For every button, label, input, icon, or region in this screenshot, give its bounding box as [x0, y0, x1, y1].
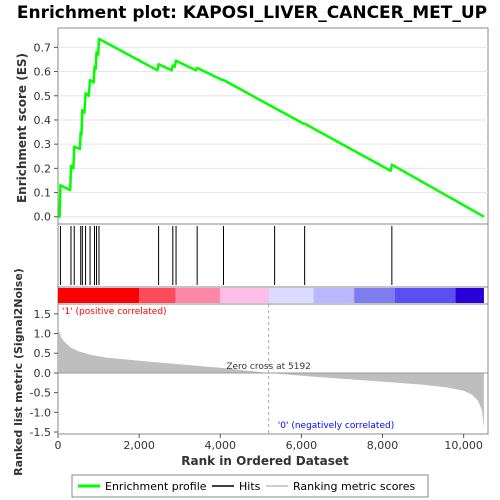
- x-tick-label: 6,000: [286, 439, 318, 452]
- color-bar-segment: [268, 288, 314, 303]
- color-bar-segment: [220, 288, 269, 303]
- metric-y-tick-label: 1.0: [34, 328, 52, 341]
- color-bar-segment: [175, 288, 221, 303]
- legend-label: Ranking metric scores: [293, 480, 415, 493]
- es-y-tick-label: 0.0: [34, 211, 52, 224]
- x-axis-label: Rank in Ordered Dataset: [181, 454, 349, 468]
- ranking-metric-area: [58, 325, 484, 429]
- hits-panel-frame: [57, 223, 489, 288]
- legend: Enrichment profile Hits Ranking metric sco…: [78, 480, 415, 493]
- es-y-tick-label: 0.4: [34, 114, 52, 127]
- metric-y-tick-label: -1.0: [30, 406, 51, 419]
- color-bar-segment: [58, 288, 140, 303]
- color-bar-segment: [313, 288, 355, 303]
- metric-y-axis-label: Ranked list metric (Signal2Noise): [12, 268, 25, 476]
- color-bar-segment: [354, 288, 395, 303]
- positive-correlation-label: '1' (positive correlated): [62, 307, 167, 317]
- es-gridlines: [58, 46, 488, 218]
- es-y-tick-label: 0.3: [34, 138, 52, 151]
- color-bar-segment: [394, 288, 456, 303]
- es-y-tick-label: 0.1: [34, 187, 52, 200]
- x-tick-label: 2,000: [123, 439, 155, 452]
- ranked-color-bar: [58, 288, 484, 303]
- es-y-tick-label: 0.5: [34, 90, 52, 103]
- enrichment-profile-line: [58, 37, 485, 218]
- metric-y-tick-label: 1.5: [34, 308, 52, 321]
- metric-y-tick-label: 0.5: [34, 347, 52, 360]
- zero-cross-label: Zero cross at 5192: [226, 362, 311, 372]
- color-bar-segment: [455, 288, 484, 303]
- x-axis: 0 2,000 4,000 6,000 8,000 10,000: [55, 434, 483, 452]
- chart-title: Enrichment plot: KAPOSI_LIVER_CANCER_MET…: [17, 3, 487, 23]
- hits-markers: [59, 226, 393, 285]
- x-tick-label: 0: [55, 439, 62, 452]
- es-y-axis-label: Enrichment score (ES): [15, 53, 29, 203]
- metric-y-tick-label: 0.0: [34, 367, 52, 380]
- x-tick-label: 10,000: [444, 439, 483, 452]
- color-bar-segment: [139, 288, 176, 303]
- negative-correlation-label: '0' (negatively correlated): [278, 421, 394, 431]
- es-panel-frame: [57, 27, 489, 225]
- x-tick-label: 8,000: [367, 439, 399, 452]
- es-y-tick-label: 0.2: [34, 162, 52, 175]
- es-y-tick-label: 0.6: [34, 66, 52, 79]
- x-tick-label: 4,000: [205, 439, 237, 452]
- legend-label: Enrichment profile: [105, 480, 207, 493]
- metric-y-tick-label: -0.5: [30, 387, 51, 400]
- legend-box: [71, 474, 429, 498]
- legend-label: Hits: [239, 480, 261, 493]
- metric-y-tick-label: -1.5: [30, 426, 51, 439]
- es-y-axis: 0.0 0.1 0.2 0.3 0.4 0.5 0.6 0.7: [34, 41, 58, 224]
- metric-y-axis: -1.5 -1.0 -0.5 0.0 0.5 1.0 1.5: [30, 308, 58, 439]
- es-y-tick-label: 0.7: [34, 41, 52, 54]
